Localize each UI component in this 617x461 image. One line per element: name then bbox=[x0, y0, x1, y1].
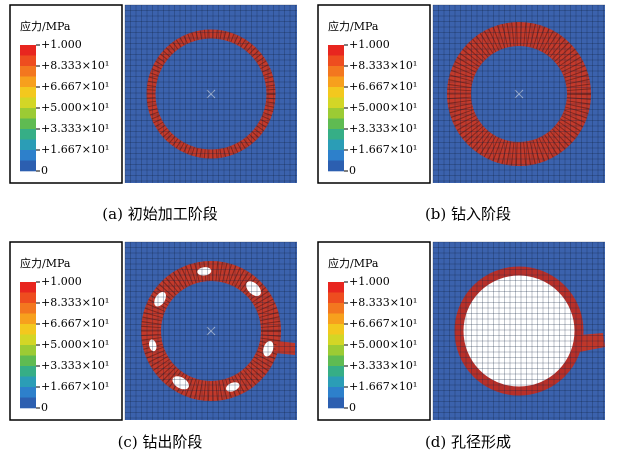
legend-label: +1.667×10¹ bbox=[349, 143, 417, 156]
caption: (a) 初始加工阶段 bbox=[102, 205, 217, 223]
legend-swatch bbox=[328, 139, 344, 151]
legend-swatch bbox=[328, 334, 344, 346]
legend-label: +6.667×10¹ bbox=[41, 317, 109, 330]
legend-swatch bbox=[328, 45, 344, 56]
legend-swatch bbox=[20, 334, 36, 346]
center-mark bbox=[514, 89, 524, 99]
legend-swatch bbox=[328, 387, 344, 398]
panel: 应力/MPa +1.000 +8.333×10¹ +6.667×10¹ +5.000×1… bbox=[317, 4, 605, 223]
center-mark bbox=[206, 89, 216, 99]
legend-label: +1.000 bbox=[349, 38, 390, 51]
legend-label: +1.667×10¹ bbox=[41, 143, 109, 156]
legend-swatch bbox=[20, 376, 36, 388]
panel: 应力/MPa +1.000 +8.333×10¹ +6.667×10¹ +5.000×1… bbox=[9, 4, 297, 223]
legend-title: 应力/MPa bbox=[20, 19, 71, 33]
legend-label: +3.333×10¹ bbox=[41, 122, 109, 135]
legend-swatch bbox=[20, 160, 36, 172]
legend-swatch bbox=[20, 129, 36, 140]
legend-swatch bbox=[20, 355, 36, 367]
void bbox=[263, 340, 274, 357]
legend-label: +6.667×10¹ bbox=[349, 317, 417, 330]
spur bbox=[275, 341, 295, 355]
legend-label: +1.000 bbox=[41, 38, 82, 51]
legend-swatch bbox=[20, 87, 36, 98]
ring-texture bbox=[146, 29, 276, 159]
legend-swatch bbox=[328, 108, 344, 119]
legend-label: +1.000 bbox=[41, 275, 82, 288]
legend-title: 应力/MPa bbox=[328, 256, 379, 270]
legend-swatch bbox=[328, 76, 344, 88]
panel: 应力/MPa +1.000 +8.333×10¹ +6.667×10¹ +5.000×1… bbox=[317, 241, 605, 451]
legend-swatch bbox=[20, 292, 36, 304]
legend-swatch bbox=[20, 397, 36, 409]
legend-title: 应力/MPa bbox=[20, 256, 71, 270]
legend-label: +8.333×10¹ bbox=[41, 59, 109, 72]
legend-label: +6.667×10¹ bbox=[41, 80, 109, 93]
legend-label: +5.000×10¹ bbox=[41, 101, 109, 114]
legend-swatch bbox=[20, 45, 36, 56]
legend-label: 0 bbox=[41, 164, 48, 177]
legend-label: +1.667×10¹ bbox=[349, 380, 417, 393]
legend-swatch bbox=[328, 345, 344, 356]
legend-swatch bbox=[20, 97, 36, 109]
legend-swatch bbox=[328, 366, 344, 377]
legend-swatch bbox=[328, 118, 344, 130]
caption: (c) 钻出阶段 bbox=[118, 433, 203, 451]
legend-swatch bbox=[328, 376, 344, 388]
legend-swatch bbox=[328, 303, 344, 314]
caption: (d) 孔径形成 bbox=[425, 433, 511, 451]
legend-label: +5.000×10¹ bbox=[349, 338, 417, 351]
legend-label: +5.000×10¹ bbox=[41, 338, 109, 351]
legend-swatch bbox=[328, 150, 344, 161]
caption: (b) 钻入阶段 bbox=[425, 205, 511, 223]
legend-swatch bbox=[20, 387, 36, 398]
ring-texture bbox=[447, 22, 591, 166]
legend-title: 应力/MPa bbox=[328, 19, 379, 33]
legend-swatch bbox=[328, 87, 344, 98]
legend-label: +8.333×10¹ bbox=[349, 59, 417, 72]
legend-swatch bbox=[20, 345, 36, 356]
legend-swatch bbox=[328, 355, 344, 367]
legend-swatch bbox=[328, 397, 344, 409]
legend-swatch bbox=[328, 55, 344, 67]
legend-swatch bbox=[328, 160, 344, 172]
legend-swatch bbox=[20, 66, 36, 77]
center-mark bbox=[206, 326, 216, 336]
legend-swatch bbox=[328, 324, 344, 335]
legend-swatch bbox=[328, 129, 344, 140]
legend-label: 0 bbox=[349, 164, 356, 177]
legend-swatch bbox=[20, 366, 36, 377]
hole bbox=[454, 266, 584, 396]
legend-swatch bbox=[328, 313, 344, 325]
legend-label: +3.333×10¹ bbox=[349, 122, 417, 135]
legend-label: +6.667×10¹ bbox=[349, 80, 417, 93]
legend-swatch bbox=[20, 118, 36, 130]
legend-label: 0 bbox=[349, 401, 356, 414]
legend-swatch bbox=[20, 324, 36, 335]
legend-label: +1.000 bbox=[349, 275, 390, 288]
legend-label: +3.333×10¹ bbox=[41, 359, 109, 372]
legend-swatch bbox=[20, 55, 36, 67]
panel: 应力/MPa +1.000 +8.333×10¹ +6.667×10¹ +5.000×1… bbox=[9, 241, 297, 451]
legend-swatch bbox=[328, 66, 344, 77]
legend-label: +5.000×10¹ bbox=[349, 101, 417, 114]
legend-label: +3.333×10¹ bbox=[349, 359, 417, 372]
legend-swatch bbox=[20, 108, 36, 119]
legend-swatch bbox=[20, 303, 36, 314]
legend-label: +1.667×10¹ bbox=[41, 380, 109, 393]
legend-swatch bbox=[328, 97, 344, 109]
void bbox=[154, 291, 166, 307]
legend-swatch bbox=[20, 282, 36, 293]
legend-swatch bbox=[20, 76, 36, 88]
legend-swatch bbox=[20, 139, 36, 151]
legend-swatch bbox=[328, 282, 344, 293]
legend-label: +8.333×10¹ bbox=[349, 296, 417, 309]
legend-swatch bbox=[20, 313, 36, 325]
legend-swatch bbox=[328, 292, 344, 304]
ring-texture bbox=[141, 261, 281, 401]
legend-label: 0 bbox=[41, 401, 48, 414]
legend-swatch bbox=[20, 150, 36, 161]
legend-label: +8.333×10¹ bbox=[41, 296, 109, 309]
